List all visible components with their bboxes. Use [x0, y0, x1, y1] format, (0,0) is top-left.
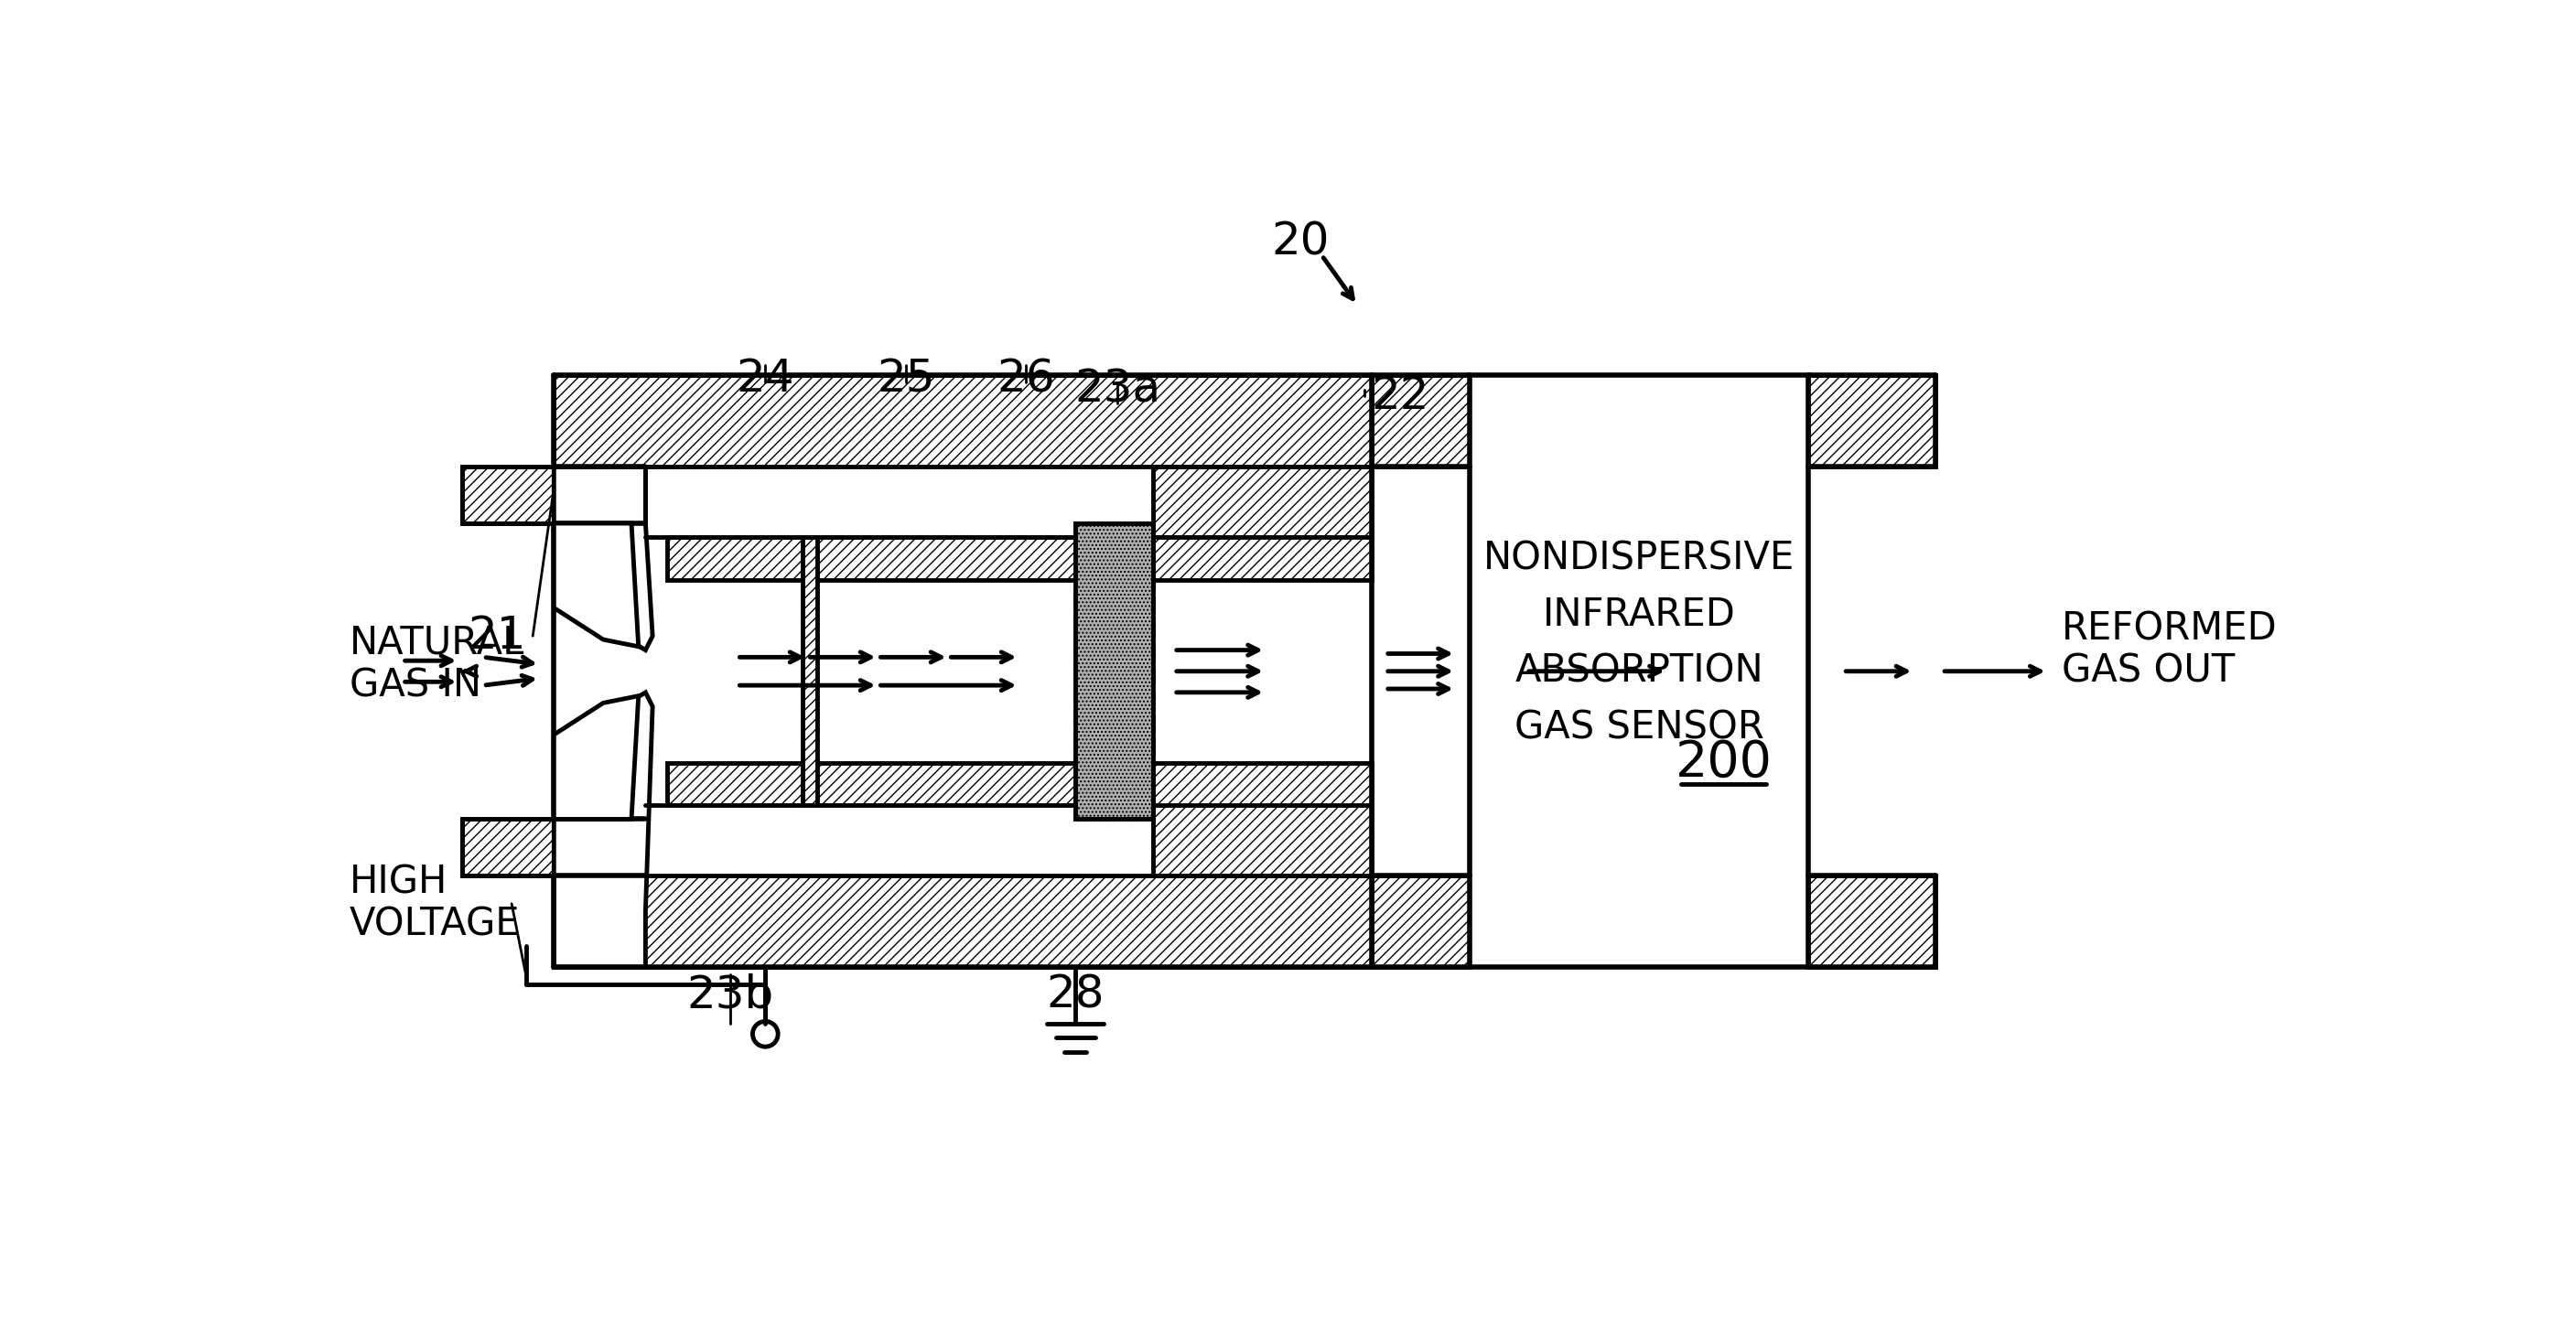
- Text: 26: 26: [997, 357, 1056, 401]
- Bar: [554, 468, 647, 523]
- Text: INFRARED: INFRARED: [1543, 595, 1736, 634]
- Text: GAS IN: GAS IN: [350, 666, 482, 705]
- Bar: [1074, 523, 1154, 819]
- Bar: [1154, 468, 1370, 537]
- Bar: [461, 819, 554, 875]
- Text: GAS OUT: GAS OUT: [2061, 653, 2236, 690]
- Bar: [804, 537, 817, 805]
- Text: 28: 28: [1046, 974, 1105, 1018]
- Polygon shape: [554, 523, 639, 646]
- Bar: [1074, 523, 1154, 819]
- Bar: [1154, 805, 1370, 875]
- Bar: [554, 819, 647, 875]
- Bar: [1808, 376, 1935, 468]
- Text: NATURAL: NATURAL: [350, 623, 526, 662]
- Text: 23b: 23b: [685, 974, 773, 1018]
- Text: VOLTAGE: VOLTAGE: [350, 906, 520, 944]
- Bar: [1370, 875, 1471, 967]
- Polygon shape: [554, 468, 652, 650]
- Text: NONDISPERSIVE: NONDISPERSIVE: [1484, 539, 1795, 578]
- Bar: [1370, 376, 1471, 468]
- Text: 25: 25: [878, 357, 935, 401]
- Bar: [1154, 763, 1370, 805]
- Polygon shape: [554, 695, 639, 819]
- Text: GAS SENSOR: GAS SENSOR: [1515, 709, 1765, 747]
- Text: 21: 21: [469, 614, 526, 658]
- Bar: [667, 537, 1074, 579]
- Bar: [461, 468, 554, 523]
- Bar: [554, 875, 1370, 967]
- Text: 22: 22: [1370, 374, 1430, 418]
- Bar: [1154, 537, 1370, 579]
- Bar: [1808, 875, 1935, 967]
- Bar: [554, 376, 1370, 468]
- Bar: [667, 763, 1074, 805]
- Text: ABSORPTION: ABSORPTION: [1515, 653, 1765, 690]
- Bar: [1471, 376, 1808, 967]
- Polygon shape: [554, 693, 652, 967]
- Text: 20: 20: [1273, 220, 1329, 264]
- Text: HIGH: HIGH: [350, 863, 448, 902]
- Text: 23a: 23a: [1074, 368, 1162, 412]
- Text: REFORMED: REFORMED: [2061, 610, 2277, 649]
- Text: 200: 200: [1674, 738, 1772, 787]
- Text: 24: 24: [737, 357, 793, 401]
